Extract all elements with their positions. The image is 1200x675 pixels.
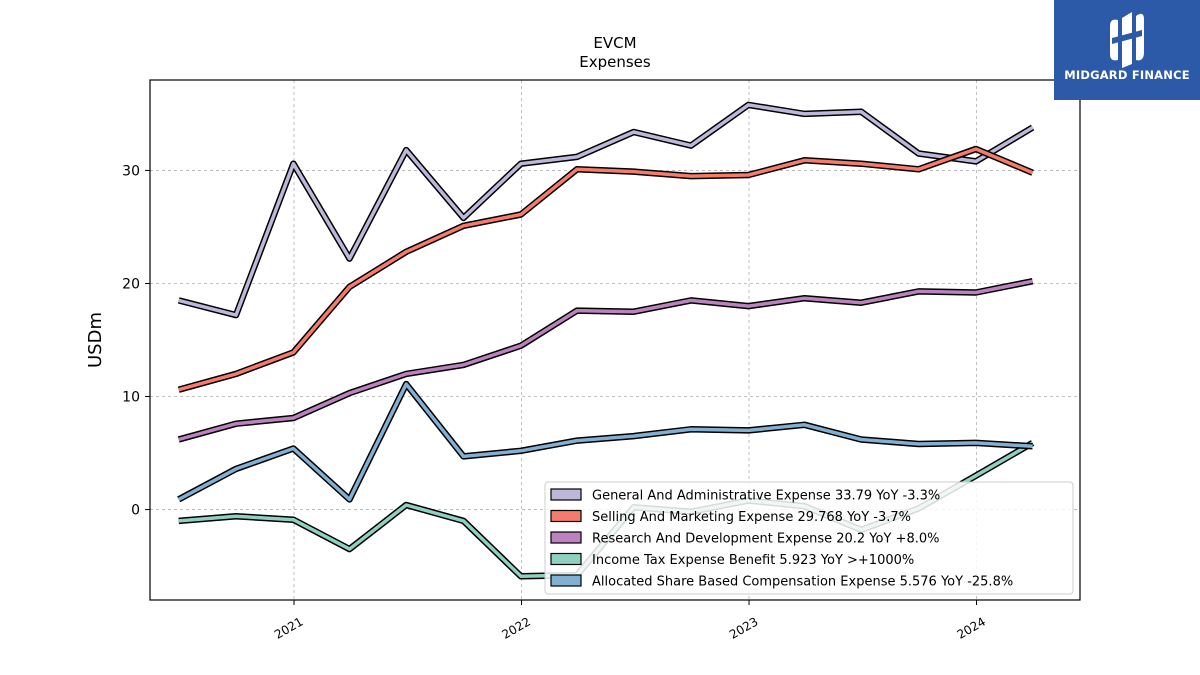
legend-entry-2: Research And Development Expense 20.2 Yo… xyxy=(592,532,939,547)
plot-frame xyxy=(149,79,1081,601)
series-line-0 xyxy=(178,103,1034,317)
y-tick-label: 0 xyxy=(131,503,140,519)
legend-box xyxy=(544,481,1074,595)
logo-mark-icon xyxy=(1110,12,1144,68)
chart-subtitle: Expenses xyxy=(579,53,651,71)
legend-entry-4: Allocated Share Based Compensation Expen… xyxy=(592,575,1013,590)
series-outline-2 xyxy=(177,278,1034,443)
series-line-4 xyxy=(177,382,1033,502)
x-tick-label: 2022 xyxy=(500,614,533,641)
series-line-2 xyxy=(178,279,1033,442)
legend-swatch-0 xyxy=(550,488,582,501)
y-tick-label: 10 xyxy=(122,390,140,406)
legend-entry-1: Selling And Marketing Expense 29.768 YoY… xyxy=(592,510,911,525)
legend-swatch-3 xyxy=(550,552,582,566)
chart-title: EVCM xyxy=(593,34,636,52)
y-tick-label: 30 xyxy=(122,163,140,179)
legend-entry-3: Income Tax Expense Benefit 5.923 YoY >+1… xyxy=(592,553,914,568)
x-tick-label: 2024 xyxy=(955,614,988,641)
legend-swatch-1 xyxy=(550,509,582,523)
x-tick-label: 2021 xyxy=(272,614,305,641)
x-tick-label: 2023 xyxy=(727,614,760,641)
midgard-finance-logo: MIDGARD FINANCE xyxy=(1054,0,1200,100)
logo-text: MIDGARD FINANCE xyxy=(1064,68,1190,82)
legend-swatch-2 xyxy=(550,531,582,544)
legend-entry-0: General And Administrative Expense 33.79… xyxy=(592,489,940,504)
y-axis-label: USDm xyxy=(85,312,106,368)
y-tick-label: 20 xyxy=(122,276,140,292)
series-line-1 xyxy=(178,147,1034,392)
legend-swatch-4 xyxy=(550,574,582,587)
